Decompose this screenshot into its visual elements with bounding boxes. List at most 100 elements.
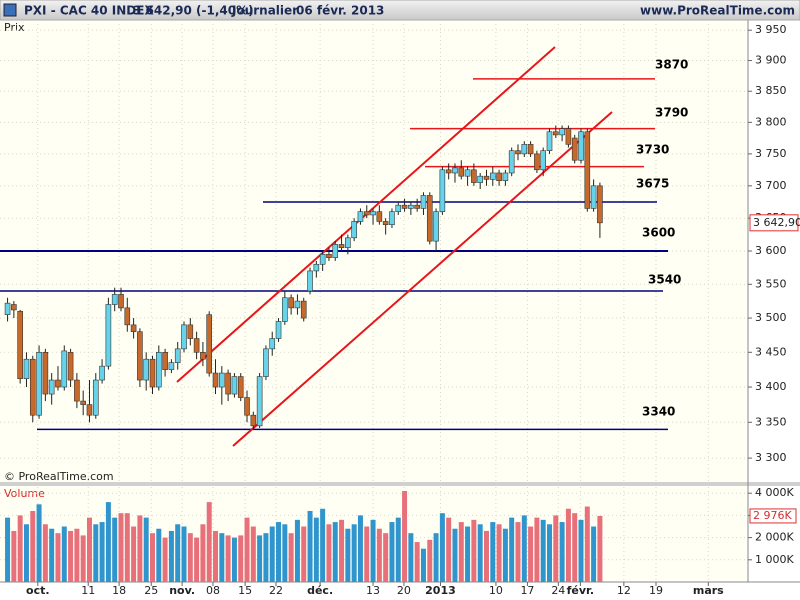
volume-bar <box>465 526 471 582</box>
volume-bar <box>49 528 55 582</box>
candle-body <box>433 211 439 242</box>
candle-body <box>338 244 345 249</box>
date: 06 févr. 2013 <box>296 4 384 18</box>
volume-bar <box>80 535 86 582</box>
candle-body <box>187 324 194 339</box>
candle-body <box>584 131 591 209</box>
candle-body <box>269 338 276 350</box>
x-tick-label: 24 <box>551 584 565 597</box>
candle-body <box>351 221 357 239</box>
last-price-label: 3 642,90 <box>753 216 800 229</box>
volume-bar <box>131 526 137 582</box>
site-link[interactable]: www.ProRealTime.com <box>640 4 795 18</box>
candle-body <box>571 137 578 161</box>
volume-bar <box>99 522 105 582</box>
volume-bar <box>534 517 540 582</box>
volume-bar <box>149 533 155 582</box>
volume-bar <box>276 522 282 582</box>
y-tick-label: 3 500 <box>755 311 787 324</box>
candle-body <box>300 300 307 319</box>
candle-body <box>244 397 250 416</box>
candle-body <box>408 204 414 209</box>
candle-body <box>426 195 433 242</box>
volume-bar <box>5 517 11 582</box>
y-tick-label: 3 550 <box>755 277 787 290</box>
volume-bar <box>477 524 483 582</box>
volume-bar <box>332 522 338 582</box>
candle-body <box>174 348 181 363</box>
candle-body <box>464 169 471 177</box>
level-label: 3600 <box>642 226 675 240</box>
volume-bar <box>326 524 332 582</box>
candle-body <box>23 358 30 379</box>
y-label: Prix <box>4 21 25 34</box>
candle-body <box>502 172 509 181</box>
candle-body <box>534 153 540 171</box>
volume-bar <box>93 524 99 582</box>
candle-body <box>86 404 93 416</box>
candle-body <box>382 221 389 226</box>
last-volume-marker <box>749 508 797 524</box>
volume-bar <box>213 530 219 582</box>
candle-body <box>590 185 597 209</box>
icon[interactable] <box>3 3 17 17</box>
candle-body <box>326 254 332 258</box>
candle-body <box>92 379 99 416</box>
volume-bar <box>439 513 445 582</box>
volume-bar <box>238 535 244 582</box>
candle-body <box>452 167 458 174</box>
volume-bar <box>414 542 420 582</box>
y-tick-label: 3 750 <box>755 147 787 160</box>
candle-body <box>313 263 320 272</box>
volume-bar <box>339 519 345 582</box>
candle-body <box>124 307 131 326</box>
candle-body <box>332 244 339 258</box>
candle-body <box>74 379 80 402</box>
candle-body <box>143 358 149 381</box>
volume-bar <box>452 528 458 582</box>
candle-body <box>168 362 175 370</box>
volume-bar <box>269 526 275 582</box>
x-tick-label: 2013 <box>425 584 456 597</box>
x-tick-label: 19 <box>649 584 663 597</box>
candle-body <box>458 167 465 177</box>
candle-body <box>256 376 263 427</box>
candle-body <box>307 270 313 292</box>
volume-bar <box>30 510 36 582</box>
candle-body <box>118 294 124 309</box>
x-tick-label: 08 <box>206 584 220 597</box>
candle-body <box>48 379 55 395</box>
volume-bar <box>181 526 187 582</box>
candle-body <box>553 131 559 136</box>
volume-bar <box>565 508 571 582</box>
candle-body <box>521 144 528 155</box>
volume-bar <box>118 513 124 582</box>
candle-body <box>17 310 23 379</box>
candle-body <box>477 175 483 183</box>
x-tick-label: 13 <box>366 584 380 597</box>
candle-body <box>489 172 496 180</box>
candle-body <box>363 211 370 216</box>
x-tick-label: 11 <box>81 584 95 597</box>
volume-bar <box>206 502 212 582</box>
y-tick-label: 3 850 <box>755 84 787 97</box>
x-tick-label: 15 <box>238 584 252 597</box>
volume-bar <box>244 517 250 582</box>
candle-body <box>294 300 301 309</box>
volume-bar <box>458 522 464 582</box>
level-label: 3790 <box>655 106 688 120</box>
candle-body <box>597 185 603 224</box>
candle-body <box>55 379 61 388</box>
candle-body <box>225 372 231 395</box>
candle-body <box>565 128 572 145</box>
candle-body <box>376 211 383 222</box>
candle-body <box>99 365 105 381</box>
volume-bar <box>553 515 559 582</box>
candle-body <box>29 358 36 416</box>
candle-body <box>370 211 376 216</box>
candle-body <box>515 150 521 155</box>
candle-body <box>527 144 534 155</box>
volume-bar <box>446 517 452 582</box>
volume-bar <box>231 537 237 582</box>
volume-bar <box>175 524 181 582</box>
